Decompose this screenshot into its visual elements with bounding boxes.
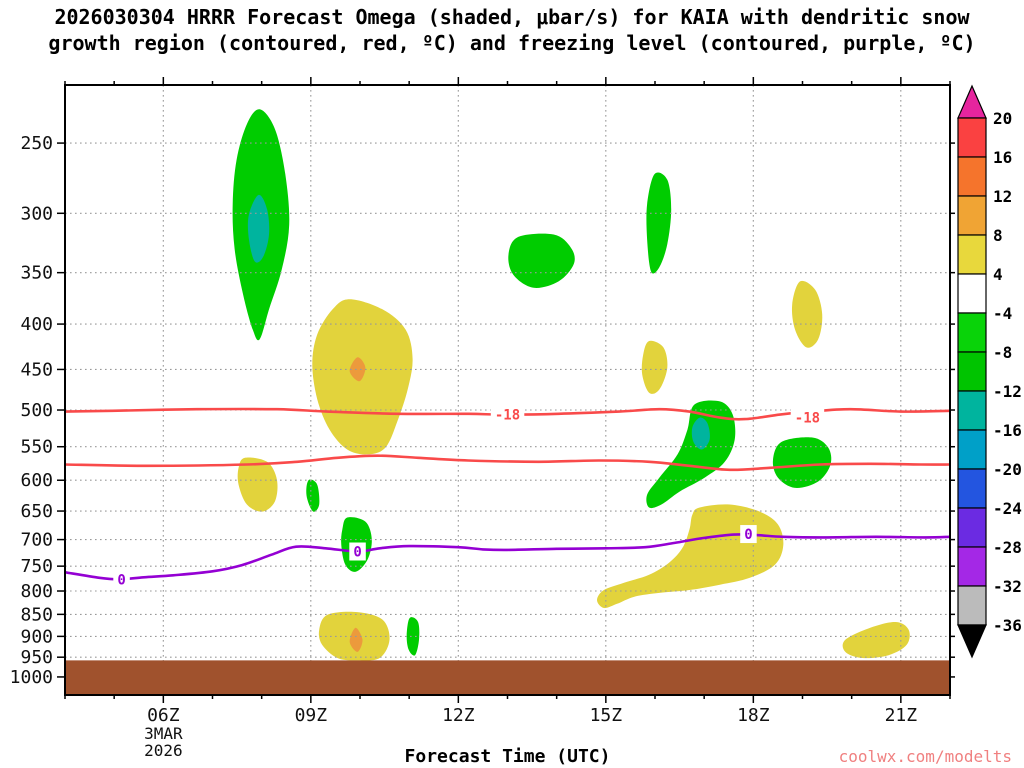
svg-text:400: 400 — [20, 314, 53, 335]
svg-text:950: 950 — [20, 647, 53, 668]
svg-text:06Z: 06Z — [147, 705, 180, 726]
svg-text:-32: -32 — [993, 577, 1022, 596]
svg-text:-16: -16 — [993, 421, 1022, 440]
svg-text:500: 500 — [20, 400, 53, 421]
shaded-region-orange-core-10Z — [349, 357, 366, 382]
shaded-region-green-mid-19Z — [772, 437, 832, 488]
colorbar-labels: 20 16 12 8 4 -4 -8 -12 -16 -20 -24 -28 -32 -36 — [993, 109, 1022, 635]
svg-text:750: 750 — [20, 556, 53, 577]
contour-freezing-level — [65, 533, 950, 581]
colorbar-band — [957, 312, 987, 353]
colorbar-band — [957, 390, 987, 431]
svg-text:0: 0 — [744, 527, 752, 543]
colorbar-band — [957, 351, 987, 392]
shaded-region-yellow-mid-08Z — [237, 457, 278, 512]
svg-text:18Z: 18Z — [737, 705, 770, 726]
svg-text:12Z: 12Z — [442, 705, 475, 726]
svg-text:1000: 1000 — [10, 667, 53, 688]
shaded-region-yellow-mid-16Z — [641, 340, 668, 394]
svg-text:-4: -4 — [993, 304, 1012, 323]
svg-text:4: 4 — [993, 265, 1003, 284]
omega-colorbar — [957, 84, 987, 659]
colorbar-band — [957, 468, 987, 509]
svg-text:-28: -28 — [993, 538, 1022, 557]
chart-title: 2026030304 HRRR Forecast Omega (shaded, … — [0, 4, 1024, 56]
shaded-region-green-upper-13Z — [508, 233, 575, 288]
svg-text:-8: -8 — [993, 343, 1012, 362]
svg-text:15Z: 15Z — [590, 705, 623, 726]
colorbar-arrow-top — [957, 84, 987, 119]
shaded-region-yellow-low-15-18Z — [597, 504, 784, 609]
svg-text:300: 300 — [20, 203, 53, 224]
svg-text:650: 650 — [20, 501, 53, 522]
svg-text:-18: -18 — [495, 408, 520, 424]
svg-text:20: 20 — [993, 109, 1012, 128]
axis-tick-labels: 2503003504004505005506006507007508008509… — [10, 133, 918, 760]
colorbar-band — [957, 195, 987, 236]
svg-text:250: 250 — [20, 133, 53, 154]
svg-text:0: 0 — [353, 545, 361, 561]
contour-dendritic-growth-lower — [65, 454, 950, 472]
contour-lines — [65, 407, 950, 581]
shaded-region-green-low-11Z — [406, 617, 420, 656]
svg-text:450: 450 — [20, 359, 53, 380]
colorbar-arrow-bottom — [957, 624, 987, 659]
shaded-region-green-small-09Z — [306, 479, 320, 512]
chart-title-line2: growth region (contoured, red, ºC) and f… — [48, 31, 976, 55]
contour-labels: -18 -18 0 0 0 — [113, 405, 825, 589]
svg-text:-18: -18 — [795, 411, 820, 427]
svg-text:0: 0 — [117, 572, 125, 588]
svg-text:2026: 2026 — [144, 741, 183, 760]
colorbar-band — [957, 429, 987, 470]
x-axis-title: Forecast Time (UTC) — [404, 746, 611, 767]
shaded-region-green-upper-16Z — [646, 172, 672, 274]
svg-text:16: 16 — [993, 148, 1012, 167]
shaded-region-yellow-upper-19Z — [791, 280, 823, 348]
svg-text:-24: -24 — [993, 499, 1022, 518]
plot-frame — [64, 84, 951, 696]
svg-text:21Z: 21Z — [885, 705, 918, 726]
svg-text:-20: -20 — [993, 460, 1022, 479]
colorbar-band — [957, 546, 987, 587]
svg-text:12: 12 — [993, 187, 1012, 206]
shaded-region-teal-core-08Z — [247, 194, 270, 263]
colorbar-band — [957, 507, 987, 548]
watermark-text: coolwx.com/modelts — [838, 747, 1012, 766]
colorbar-band — [957, 234, 987, 275]
svg-text:350: 350 — [20, 263, 53, 284]
svg-text:09Z: 09Z — [295, 705, 328, 726]
svg-text:-12: -12 — [993, 382, 1022, 401]
colorbar-band — [957, 156, 987, 197]
colorbar-band — [957, 117, 987, 158]
svg-text:600: 600 — [20, 470, 53, 491]
colorbar-band — [957, 585, 987, 626]
terrain-fill — [65, 660, 950, 695]
shaded-region-green-mid-17Z — [646, 400, 736, 509]
colorbar-band — [957, 273, 987, 314]
chart-title-line1: 2026030304 HRRR Forecast Omega (shaded, … — [54, 5, 970, 29]
svg-text:900: 900 — [20, 626, 53, 647]
svg-text:550: 550 — [20, 437, 53, 458]
svg-text:850: 850 — [20, 604, 53, 625]
svg-text:800: 800 — [20, 581, 53, 602]
shaded-region-yellow-low-20Z — [842, 621, 910, 659]
omega-shaded-regions — [232, 109, 910, 661]
svg-text:3MAR: 3MAR — [144, 724, 183, 743]
grid-lines — [65, 85, 950, 695]
svg-text:8: 8 — [993, 226, 1003, 245]
axis-ticks — [57, 77, 955, 703]
svg-text:700: 700 — [20, 530, 53, 551]
shaded-region-orange-core-low-10Z — [349, 627, 363, 652]
svg-text:-36: -36 — [993, 616, 1022, 635]
shaded-region-teal-core-17Z — [691, 417, 710, 450]
